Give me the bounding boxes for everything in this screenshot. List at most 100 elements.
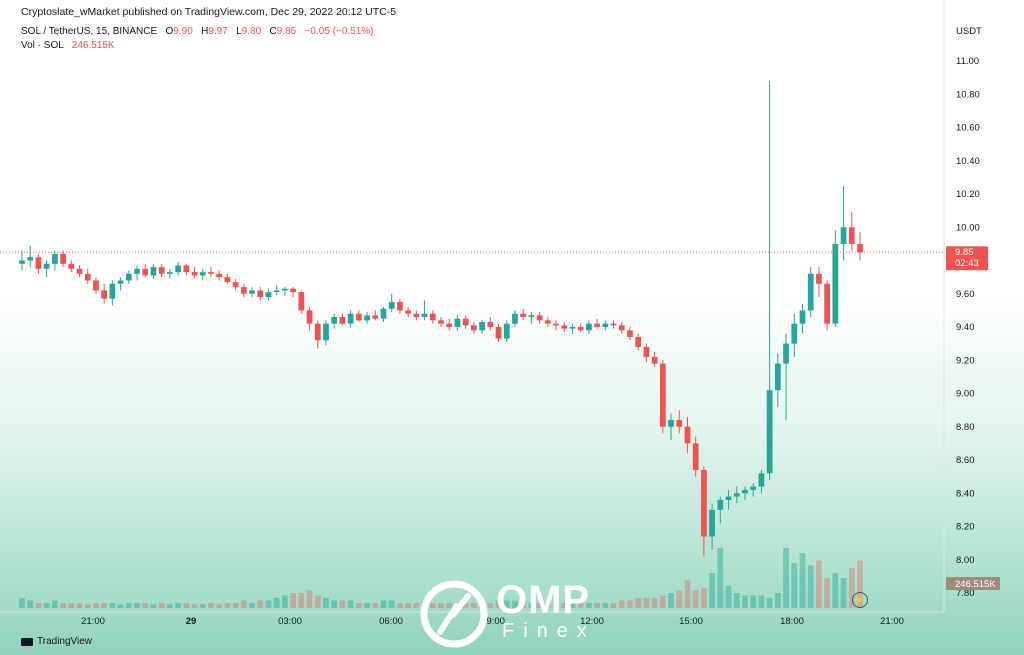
volume-bar [495,600,502,608]
price-tick-label: 9.40 [956,322,975,333]
close-value: 9.85 [276,26,297,37]
candle-body [503,323,510,339]
candle-body [397,302,403,311]
volume-bar [249,603,255,608]
volume-bar [758,595,765,608]
lightning-icon[interactable]: ⚡ [852,592,868,608]
volume-bar [167,604,173,608]
candle-body [323,323,329,341]
volume-bar [446,603,453,608]
candle-body [339,317,346,324]
candle-body [651,356,658,364]
symbol-legend: SOL / TetherUS, 15, BINANCE O9.90 H9.97 … [21,26,374,37]
candle-body [167,272,173,274]
candle-body [438,320,444,324]
volume-bar [339,600,346,608]
volume-badge-value: 246.515K [955,579,996,590]
volume-bar [191,604,198,608]
price-tick-label: 8.40 [956,488,975,499]
volume-bar [733,593,740,608]
candle-body [717,499,724,510]
volume-badge: 246.515K [946,577,1000,590]
candle-body [569,327,576,329]
price-tick-label: 10.80 [956,89,980,100]
candle-body [117,280,124,284]
symbol-name[interactable]: SOL / TetherUS, 15, BINANCE [21,26,158,37]
high-value: 9.97 [208,26,228,37]
volume-bar [125,603,132,608]
candle-body [610,323,617,326]
volume-bar [709,573,715,608]
volume-bar [725,585,732,608]
volume-bar [717,548,724,608]
candle-body [733,493,740,497]
open-key: O [165,26,174,37]
candle-body [51,253,58,264]
volume-bar [273,598,280,608]
candle-body [495,327,502,339]
volume-bar [520,600,527,608]
volume-bar [355,603,362,608]
candle-body [101,290,108,299]
volume-bar [651,598,658,608]
low-key: L [236,26,242,37]
price-tick-label: 10.60 [956,123,980,134]
candle-body [774,363,781,391]
volume-bar [635,598,642,608]
candle-body [528,315,535,318]
close-key: C [269,26,277,37]
candle-body [701,469,707,537]
tradingview-logo[interactable]: TradingView [21,636,92,647]
candle-body [413,313,420,318]
candle-body [290,288,296,293]
volume-bar [51,600,58,608]
last-price-badge: 9.85 02:43 [946,246,988,271]
candle-body [158,267,165,274]
volume-bar [232,603,239,608]
volume-bar [512,600,518,608]
volume-bar [544,603,551,608]
price-tick-label: 11.00 [956,56,979,67]
volume-bar [766,598,773,608]
volume-bar [610,603,617,608]
omp-logo-icon [420,580,488,648]
price-tick-label: 10.00 [956,222,980,233]
candle-body [191,272,198,276]
candle-body [232,282,239,288]
volume-bar [117,604,124,608]
candle-body [388,302,395,309]
volume-bar [397,603,403,608]
price-tick-label: 7.80 [956,588,975,599]
volume-bar [109,603,116,608]
candle-body [76,268,83,274]
volume-bar [799,553,806,608]
volume-bar [659,595,666,608]
volume-bar [208,603,214,608]
price-tick-label: 9.00 [956,389,975,400]
candle-body [372,315,379,319]
volume-bar [314,595,321,608]
candle-body [306,310,313,324]
omp-finex-watermark: OMP Finex [420,578,620,650]
candle-body [668,420,674,427]
candle-body [692,443,699,470]
candle-body [454,318,461,327]
candle-body [93,280,99,291]
volume-bar [627,600,633,608]
volume-bar [857,560,863,608]
last-price-value: 9.85 [955,247,974,258]
candle-body [783,343,789,364]
candle-body [561,325,568,329]
candle-body [183,265,190,273]
volume-bar [470,603,477,608]
candle-body [331,317,338,324]
candle-body [709,509,715,537]
volume-bar [158,603,165,608]
candle-body [364,315,370,321]
volume-bar [668,593,674,608]
volume-label[interactable]: Vol · SOL [21,40,64,51]
volume-bar [684,580,691,608]
candle-body [577,327,584,331]
volume-bar [503,600,510,608]
